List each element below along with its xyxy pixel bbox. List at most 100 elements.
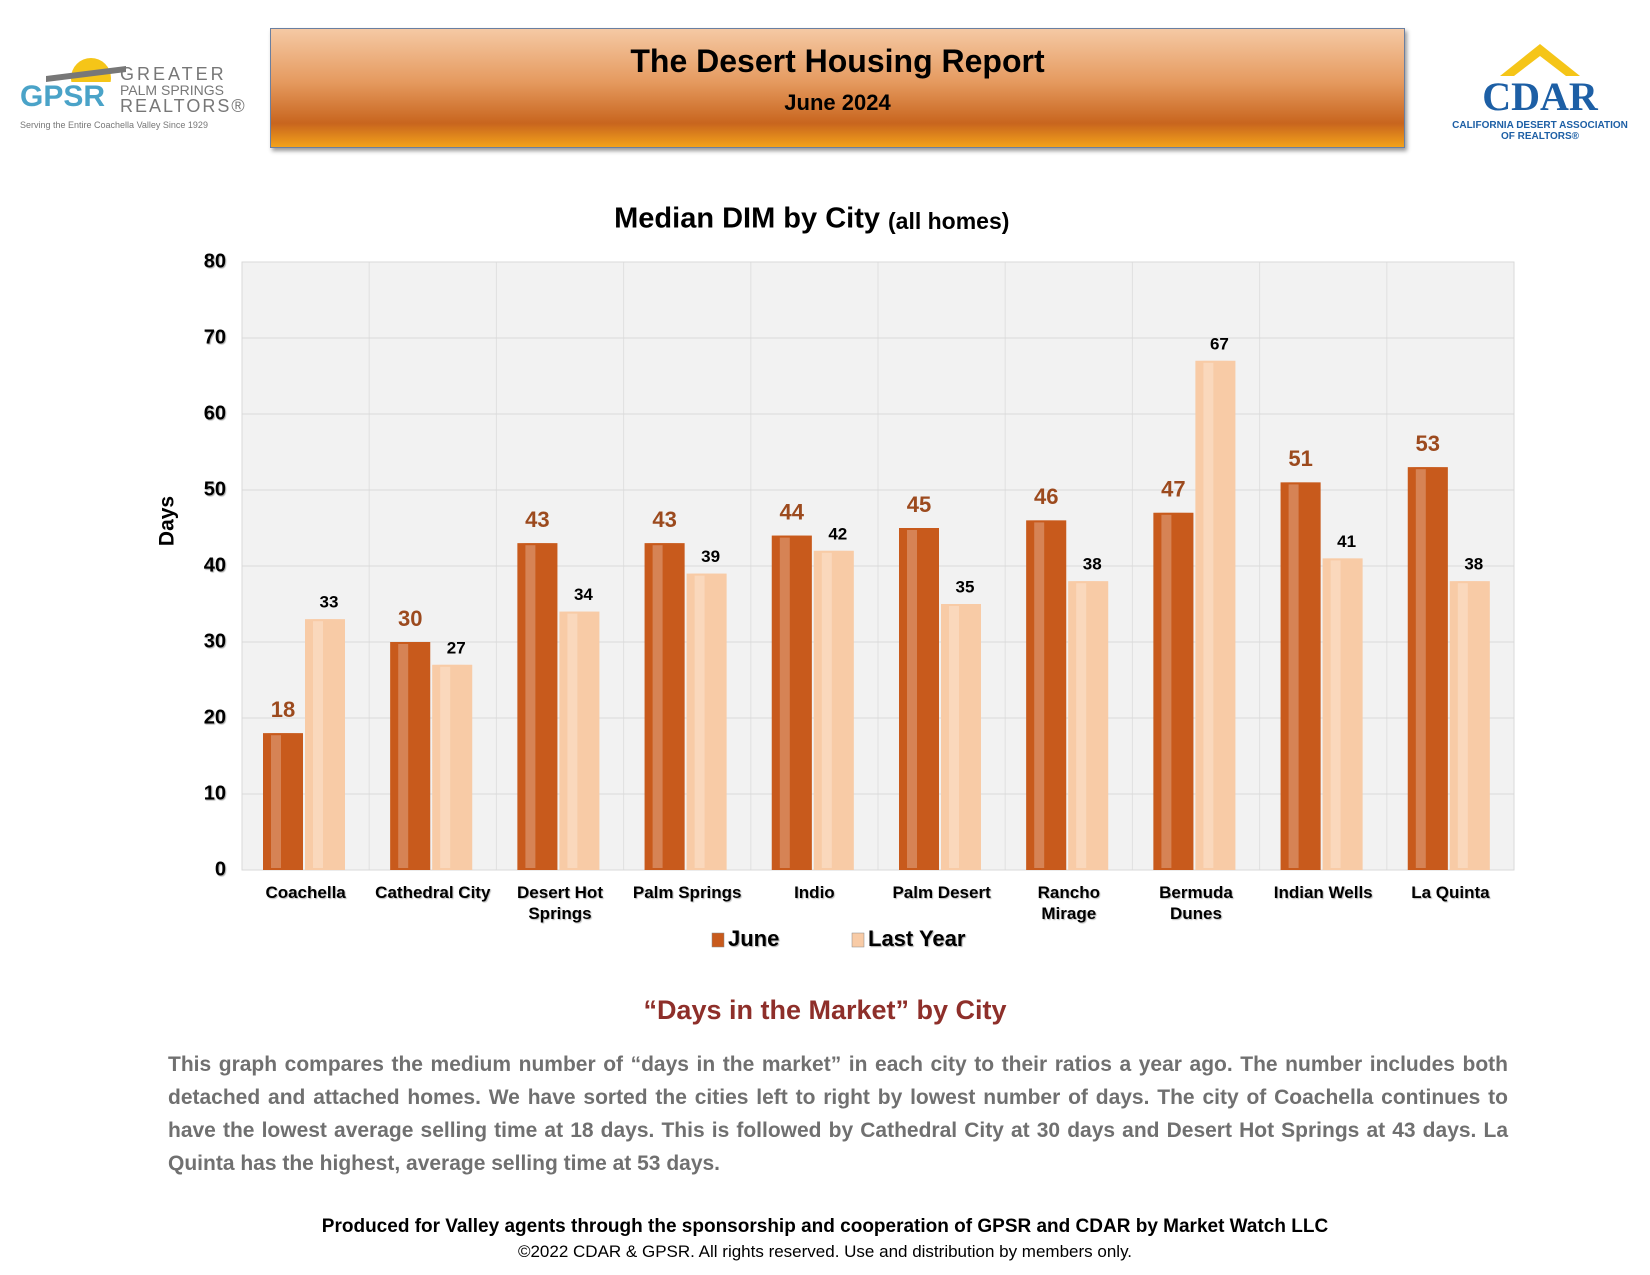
- bar-shade: [771, 535, 812, 870]
- legend-label: June: [728, 926, 779, 951]
- logo-mark: CDAR: [1482, 74, 1598, 119]
- bar: [1322, 558, 1363, 870]
- header-banner: The Desert Housing Report June 2024: [270, 28, 1405, 148]
- data-label: 51: [1288, 446, 1312, 471]
- chart-title-note: (all homes): [888, 208, 1009, 234]
- bar-shade: [305, 619, 345, 870]
- bar-highlight: [440, 666, 451, 868]
- bar: [263, 733, 303, 870]
- bar-highlight: [1076, 583, 1087, 868]
- logo-text: REALTORS®: [120, 96, 247, 116]
- bar-highlight: [398, 644, 409, 868]
- bar: [1449, 581, 1490, 870]
- bar: [1407, 467, 1448, 870]
- logo-name: CALIFORNIA DESERT ASSOCIATION OF REALTOR…: [1452, 120, 1628, 142]
- y-tick-label: 0: [215, 858, 226, 880]
- data-label: 18: [271, 697, 295, 722]
- x-tick-label: Palm Springs: [632, 883, 742, 902]
- data-label: 35: [956, 577, 975, 596]
- bar: [1026, 520, 1067, 870]
- bar-highlight: [1288, 484, 1299, 868]
- bar: [1195, 360, 1236, 870]
- bar-shade: [941, 604, 981, 870]
- bar-highlight: [1415, 469, 1426, 868]
- x-tick-label: Indio: [794, 883, 835, 902]
- bar-highlight: [779, 537, 790, 868]
- bar-shade: [1407, 467, 1448, 870]
- bar-shade: [1153, 512, 1194, 870]
- section-text: This graph compares the medium number of…: [168, 1053, 1508, 1175]
- bar: [1153, 512, 1194, 870]
- bar-highlight: [694, 575, 705, 868]
- x-tick-label: Palm Desert: [892, 883, 991, 902]
- legend-marker: [851, 932, 865, 948]
- chart: Median DIM by City (all homes) Days 0 10 2…: [156, 203, 1515, 951]
- bar: [1068, 581, 1109, 870]
- data-label: 38: [1464, 555, 1483, 574]
- bar: [771, 535, 812, 870]
- bar-shade: [1026, 520, 1067, 870]
- bar-shade: [813, 550, 854, 870]
- data-label: 38: [1083, 555, 1102, 574]
- bar-shade: [1322, 558, 1363, 870]
- bar-shade: [390, 642, 431, 870]
- bar: [432, 664, 473, 870]
- bar: [813, 550, 854, 870]
- bar-highlight: [1457, 583, 1468, 868]
- data-label: 46: [1034, 484, 1058, 509]
- chart-title: Median DIM by City: [614, 203, 880, 235]
- bar: [686, 573, 727, 870]
- logo-text: GREATER: [120, 64, 227, 84]
- bar: [1280, 482, 1321, 870]
- data-label: 53: [1416, 431, 1440, 456]
- x-tick-label: La Quinta: [1411, 883, 1490, 902]
- data-label: 34: [574, 585, 593, 604]
- bar-highlight: [1330, 560, 1341, 868]
- y-tick-label: 70: [204, 326, 226, 348]
- y-tick-label: 80: [204, 250, 226, 272]
- logo-tagline: Serving the Entire Coachella Valley Sinc…: [20, 120, 208, 130]
- footer-copyright: ©2022 CDAR & GPSR. All rights reserved. …: [517, 1242, 1133, 1261]
- data-label: 41: [1337, 532, 1356, 551]
- x-tick-label: Bermuda Dunes: [1159, 883, 1233, 923]
- data-label: 45: [907, 492, 931, 517]
- logo-text: PALM SPRINGS: [120, 82, 224, 98]
- data-label: 43: [525, 507, 549, 532]
- bar-highlight: [525, 545, 536, 868]
- y-tick-label: 20: [204, 706, 226, 728]
- bar-highlight: [1161, 514, 1172, 868]
- data-label: 33: [320, 593, 339, 612]
- bar-highlight: [949, 606, 959, 868]
- bar: [390, 642, 431, 870]
- data-label: 44: [780, 499, 805, 524]
- data-label: 39: [701, 547, 720, 566]
- bar-shade: [686, 573, 727, 870]
- legend-label: Last Year: [868, 926, 966, 951]
- bar-shade: [1280, 482, 1321, 870]
- bar: [941, 604, 981, 870]
- bar-shade: [432, 664, 473, 870]
- x-tick-label: Desert Hot Springs: [517, 883, 603, 923]
- bar-highlight: [1203, 362, 1214, 868]
- y-tick-label: 60: [204, 402, 226, 424]
- bar-shade: [263, 733, 303, 870]
- bar-shade: [1449, 581, 1490, 870]
- report-date: June 2024: [784, 90, 891, 115]
- bar: [899, 528, 939, 870]
- bar-highlight: [821, 552, 832, 868]
- y-tick-label: 30: [204, 630, 226, 652]
- data-label: 30: [398, 606, 422, 631]
- cdar-logo: CDAR CALIFORNIA DESERT ASSOCIATION OF RE…: [1440, 40, 1640, 150]
- bar-shade: [1068, 581, 1109, 870]
- bar-highlight: [907, 530, 917, 868]
- section-heading: “Days in the Market” by City: [643, 995, 1007, 1025]
- bar-highlight: [313, 621, 323, 868]
- gpsr-logo: GPSR GREATER PALM SPRINGS REALTORS® Serv…: [16, 52, 246, 132]
- bar-highlight: [567, 613, 578, 868]
- data-label: 27: [447, 638, 466, 657]
- bar-shade: [559, 611, 600, 870]
- logo-mark: GPSR: [20, 80, 106, 113]
- legend-marker: [711, 932, 725, 948]
- bar: [305, 619, 345, 870]
